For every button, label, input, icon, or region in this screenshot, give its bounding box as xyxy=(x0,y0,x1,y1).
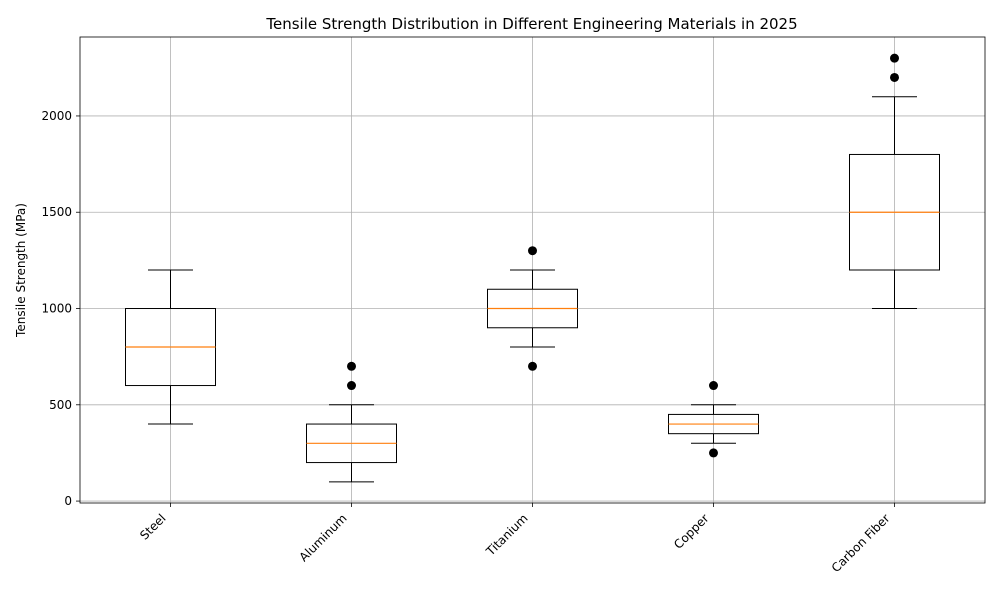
y-axis-label: Tensile Strength (MPa) xyxy=(14,203,28,338)
outlier-point xyxy=(709,381,718,391)
x-tick-label: Aluminum xyxy=(297,511,350,564)
outlier-point xyxy=(890,53,899,63)
y-tick-label: 1500 xyxy=(41,205,72,219)
y-tick-label: 500 xyxy=(49,398,72,412)
outlier-point xyxy=(528,246,537,256)
outlier-point xyxy=(709,448,718,458)
chart-title: Tensile Strength Distribution in Differe… xyxy=(265,15,797,33)
y-tick-label: 1000 xyxy=(41,302,72,316)
outlier-point xyxy=(890,72,899,82)
y-tick-label: 0 xyxy=(64,494,72,508)
outlier-point xyxy=(347,361,356,371)
outlier-point xyxy=(347,381,356,391)
tick-layer: 0 500 1000 1500 2000 Steel Aluminum Titanium Cop… xyxy=(41,109,895,575)
x-tick-label: Titanium xyxy=(483,511,531,559)
box-layer xyxy=(125,53,940,483)
x-tick-label: Steel xyxy=(137,511,168,542)
x-tick-label: Carbon Fiber xyxy=(829,511,893,575)
outlier-point xyxy=(528,361,537,371)
y-tick-label: 2000 xyxy=(41,109,72,123)
x-tick-label: Copper xyxy=(671,511,712,552)
